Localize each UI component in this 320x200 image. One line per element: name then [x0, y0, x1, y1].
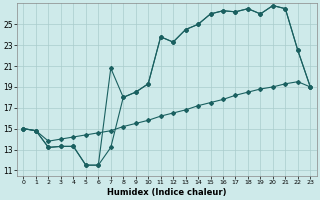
X-axis label: Humidex (Indice chaleur): Humidex (Indice chaleur): [107, 188, 227, 197]
